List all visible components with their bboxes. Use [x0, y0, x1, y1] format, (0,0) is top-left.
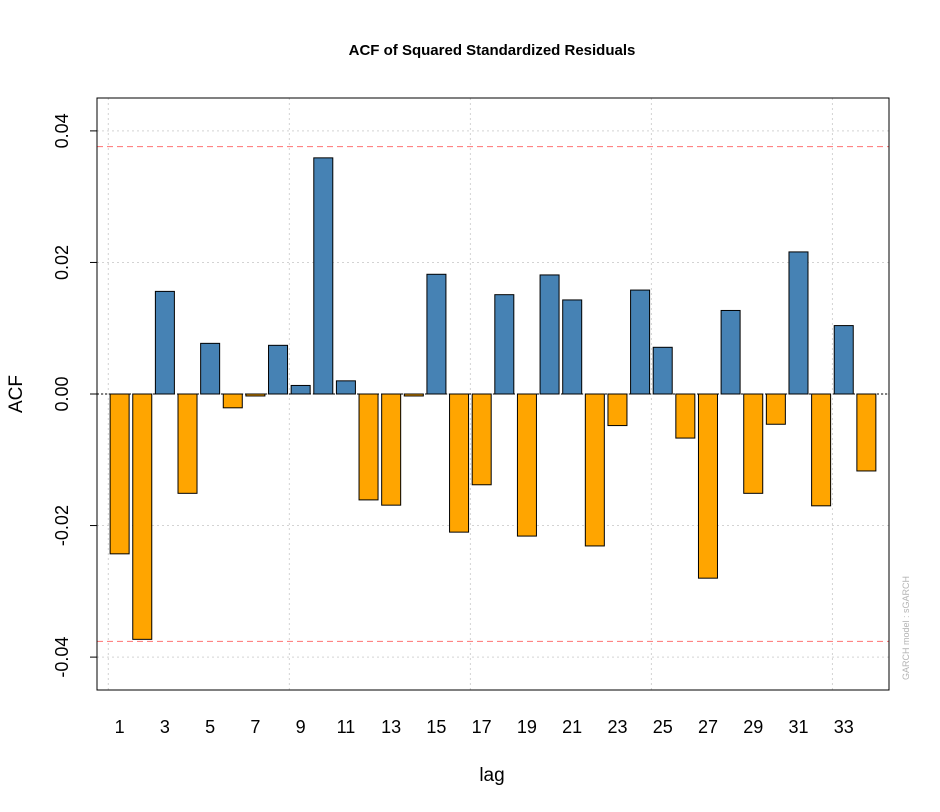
acf-bar-lag-19: [516, 393, 537, 537]
acf-bar-lag-10: [313, 157, 334, 395]
x-tick-label: 27: [698, 717, 718, 737]
acf-bar-lag-18: [494, 294, 515, 395]
acf-bar-lag-7: [245, 393, 266, 397]
acf-bar-lag-31: [788, 251, 809, 395]
y-tick-label: -0.02: [52, 505, 72, 546]
x-tick-label: 29: [743, 717, 763, 737]
x-tick-label: 25: [653, 717, 673, 737]
x-tick-label: 5: [205, 717, 215, 737]
acf-bars: [109, 157, 877, 640]
acf-bar-lag-27: [697, 393, 718, 579]
x-tick-label: 33: [834, 717, 854, 737]
acf-bar-lag-34: [856, 393, 877, 472]
acf-bar-lag-8: [268, 344, 289, 395]
acf-bar-lag-32: [811, 393, 832, 507]
acf-bar-lag-16: [449, 393, 470, 533]
x-axis: 1 3 5 7 9 11 13 15 17 19 21 23 25 27 29 31 33: [115, 717, 854, 737]
acf-bar-lag-22: [584, 393, 605, 547]
acf-bar-lag-11: [335, 380, 356, 395]
x-tick-label: 19: [517, 717, 537, 737]
acf-bar-lag-6: [222, 393, 243, 409]
acf-bar-lag-5: [200, 342, 221, 395]
acf-bar-lag-9: [290, 384, 311, 395]
acf-bar-lag-4: [177, 393, 198, 494]
model-credit: GARCH model : sGARCH: [901, 576, 911, 680]
acf-bar-lag-17: [471, 393, 492, 486]
x-tick-label: 31: [788, 717, 808, 737]
acf-bar-lag-30: [765, 393, 786, 425]
acf-bar-lag-13: [381, 393, 402, 506]
acf-bar-lag-33: [833, 325, 854, 395]
acf-bar-lag-29: [743, 393, 764, 494]
acf-bar-lag-23: [607, 393, 628, 427]
acf-bar-lag-12: [358, 393, 379, 501]
x-tick-label: 17: [472, 717, 492, 737]
y-axis: -0.04 -0.02 0.00 0.02 0.04: [52, 113, 97, 678]
y-axis-title: ACF: [6, 375, 27, 413]
chart-title: ACF of Squared Standardized Residuals: [349, 42, 636, 59]
acf-bar-lag-2: [132, 393, 153, 640]
reference-lines: [97, 146, 889, 642]
x-tick-label: 7: [250, 717, 260, 737]
y-tick-label: 0.04: [52, 113, 72, 148]
acf-bar-lag-21: [562, 299, 583, 395]
acf-bar-lag-26: [675, 393, 696, 439]
x-tick-label: 23: [607, 717, 627, 737]
acf-bar-lag-24: [630, 289, 651, 395]
x-tick-label: 1: [115, 717, 125, 737]
acf-bar-lag-25: [652, 346, 673, 395]
acf-bar-lag-1: [109, 393, 130, 555]
x-tick-label: 15: [426, 717, 446, 737]
y-tick-label: 0.00: [52, 376, 72, 411]
y-tick-label: -0.04: [52, 637, 72, 678]
x-axis-title: lag: [479, 765, 504, 786]
acf-bar-lag-28: [720, 309, 741, 395]
x-tick-label: 3: [160, 717, 170, 737]
acf-bar-lag-3: [154, 290, 175, 395]
x-tick-label: 11: [337, 717, 356, 737]
acf-bar-lag-20: [539, 274, 560, 395]
x-tick-label: 13: [381, 717, 401, 737]
acf-bar-lag-15: [426, 273, 447, 395]
y-tick-label: 0.02: [52, 245, 72, 280]
x-tick-label: 9: [296, 717, 306, 737]
x-tick-label: 21: [562, 717, 582, 737]
